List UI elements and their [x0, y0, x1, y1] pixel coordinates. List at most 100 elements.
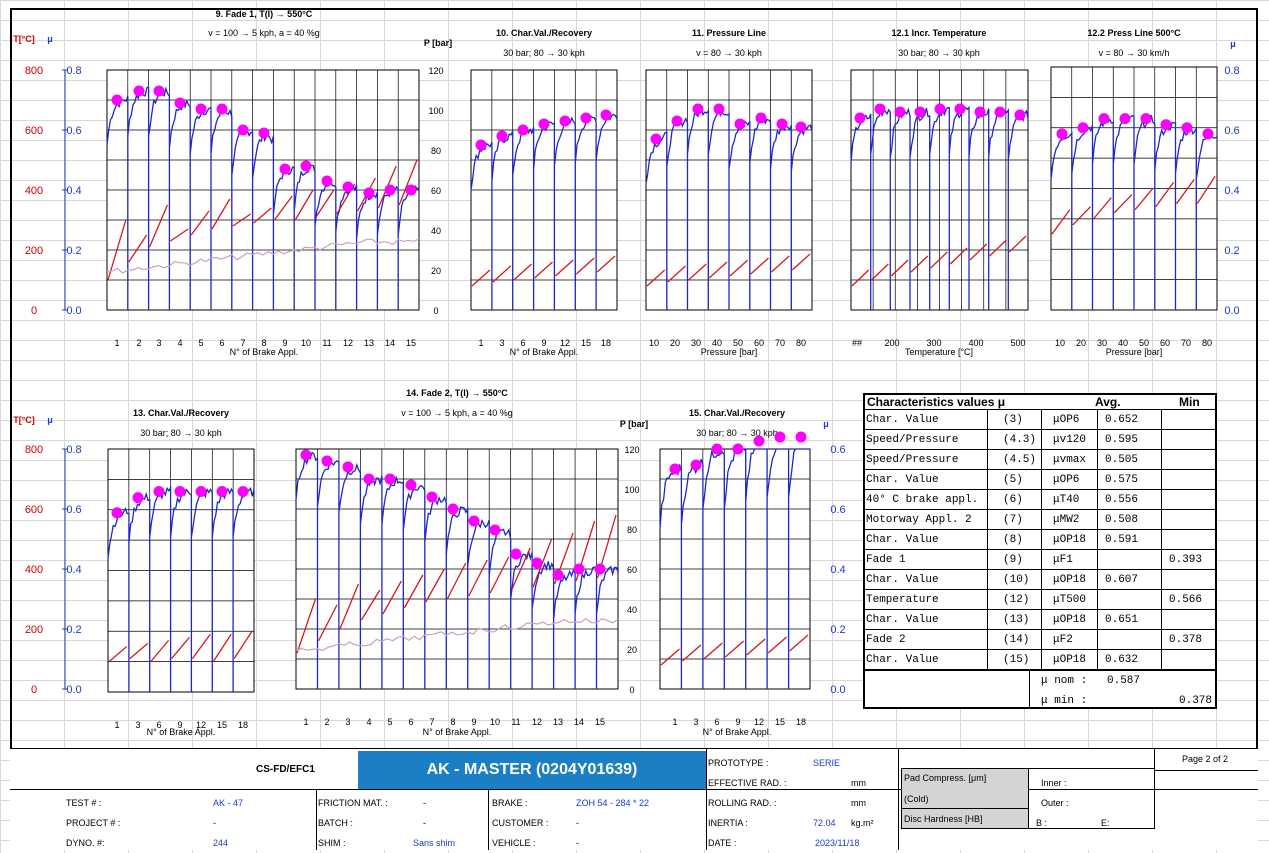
mu-marker	[974, 106, 986, 118]
char-name: Char. Value	[866, 414, 939, 426]
temp-line	[150, 639, 170, 663]
temp-line	[1072, 206, 1091, 226]
pressure-tick: 0	[629, 685, 634, 695]
char-row: Char. Value (15) μOP18 0.632	[865, 649, 1217, 670]
x-tick-label: 5	[198, 338, 203, 348]
mu-marker	[216, 103, 228, 115]
mu-marker	[447, 503, 459, 515]
mu-marker	[559, 115, 571, 127]
pressure-axis-title: P [bar]	[424, 38, 452, 48]
x-axis-label: N° of Brake Appl.	[230, 347, 299, 357]
char-num: (4.3)	[1003, 434, 1037, 446]
x-tick-label: 18	[601, 338, 611, 348]
char-sym: μOP18	[1053, 614, 1087, 626]
avg-header: Avg.	[1095, 395, 1121, 409]
char-num: (15)	[1003, 654, 1030, 666]
mu-tick: 0.8	[66, 65, 81, 77]
x-tick-label: 6	[408, 717, 413, 727]
mu-marker	[384, 473, 396, 485]
temp-tick: 400	[25, 185, 43, 197]
char-sym: μOP6	[1053, 414, 1080, 426]
x-tick-label: 9	[282, 338, 287, 348]
x-tick-label: 6	[714, 717, 719, 727]
x-tick-label: 6	[520, 338, 525, 348]
pressure-line	[771, 255, 790, 273]
x-tick-label: 30	[1097, 338, 1107, 348]
char-num: (6)	[1003, 494, 1023, 506]
test-value: AK - 47	[213, 798, 244, 808]
mu-tick-right: 0.6	[1224, 125, 1239, 137]
mu-marker	[573, 563, 585, 575]
char-num: (8)	[1003, 534, 1023, 546]
temp-line	[339, 583, 360, 630]
pressure-line	[575, 257, 595, 275]
x-tick-label: 12	[754, 717, 764, 727]
pressure-line	[729, 259, 749, 277]
pressure-line	[724, 640, 745, 658]
mu-marker	[692, 103, 704, 115]
char-name: Speed/Pressure	[866, 454, 959, 466]
char-avg: 0.652	[1105, 414, 1139, 426]
inertia-value: 72.04	[813, 818, 836, 828]
temp-tick: 600	[25, 504, 43, 516]
mu-marker	[713, 103, 725, 115]
pressure-tick: 80	[627, 525, 637, 535]
mu-marker	[690, 459, 702, 471]
title-banner: AK - MASTER (0204Y01639)	[358, 751, 706, 789]
temp-line	[511, 547, 531, 591]
temp-line	[212, 633, 232, 662]
mu-marker	[1160, 119, 1172, 131]
temp-line	[296, 598, 317, 654]
pressure-tick: 100	[428, 106, 443, 116]
x-tick-label: 15	[595, 717, 605, 727]
pressure-tick: 120	[624, 445, 639, 455]
mu-marker	[954, 103, 966, 115]
chart-subtitle: v = 100 → 5 kph, a = 40 %g	[208, 28, 320, 38]
char-row: 40° C brake appl. (6) μT40 0.556	[865, 489, 1217, 510]
char-num: (12)	[1003, 594, 1030, 606]
temp-line	[446, 562, 467, 600]
mu-min-label: μ min :	[1041, 695, 1088, 707]
char-avg: 0.632	[1105, 654, 1139, 666]
temp-axis-title: T[°C]	[13, 415, 35, 425]
date-value: 2023/11/18	[815, 838, 860, 848]
x-tick-label: 15	[406, 338, 416, 348]
x-tick-label: 20	[670, 338, 680, 348]
temp-line	[107, 219, 127, 281]
mu-marker	[894, 106, 906, 118]
pressure-line	[534, 261, 553, 279]
x-tick-label: 400	[968, 338, 983, 348]
mu-marker	[776, 118, 788, 130]
dyno-value: 244	[213, 838, 229, 848]
mu-nom-value: 0.587	[1107, 675, 1141, 687]
char-num: (10)	[1003, 574, 1030, 586]
pressure-tick: 40	[627, 605, 637, 615]
x-tick-label: 50	[1139, 338, 1149, 348]
char-sym: μOP18	[1053, 534, 1087, 546]
x-tick-label: 12	[196, 720, 206, 730]
mu-tick-right2: 0.2	[830, 624, 845, 636]
prototype-label: PROTOTYPE :	[708, 758, 769, 768]
mu-tick: 0.2	[66, 624, 81, 636]
mu-marker	[133, 85, 145, 97]
mu-marker	[258, 127, 270, 139]
project-value: -	[213, 818, 216, 828]
char-min: 0.566	[1169, 594, 1203, 606]
chart-subtitle: v = 80 → 30 km/h	[1099, 48, 1170, 58]
char-sym: μOP18	[1053, 574, 1087, 586]
pressure-line	[688, 263, 707, 281]
x-tick-label: 60	[754, 338, 764, 348]
dyno-label: DYNO. #:	[66, 838, 105, 848]
mu-marker	[600, 109, 612, 121]
x-tick-label: 2	[324, 717, 329, 727]
mu-marker	[671, 115, 683, 127]
x-tick-label: 9	[735, 717, 740, 727]
char-row: Speed/Pressure (4.3) μv120 0.595	[865, 429, 1217, 450]
mu-marker	[174, 97, 186, 109]
char-avg: 0.591	[1105, 534, 1139, 546]
x-tick-label: 7	[429, 717, 434, 727]
chart-subtitle: v = 100 → 5 kph, a = 40 %g	[401, 408, 513, 418]
temp-tick: 400	[25, 564, 43, 576]
temp-line	[128, 234, 148, 263]
x-tick-label: 10	[1055, 338, 1065, 348]
